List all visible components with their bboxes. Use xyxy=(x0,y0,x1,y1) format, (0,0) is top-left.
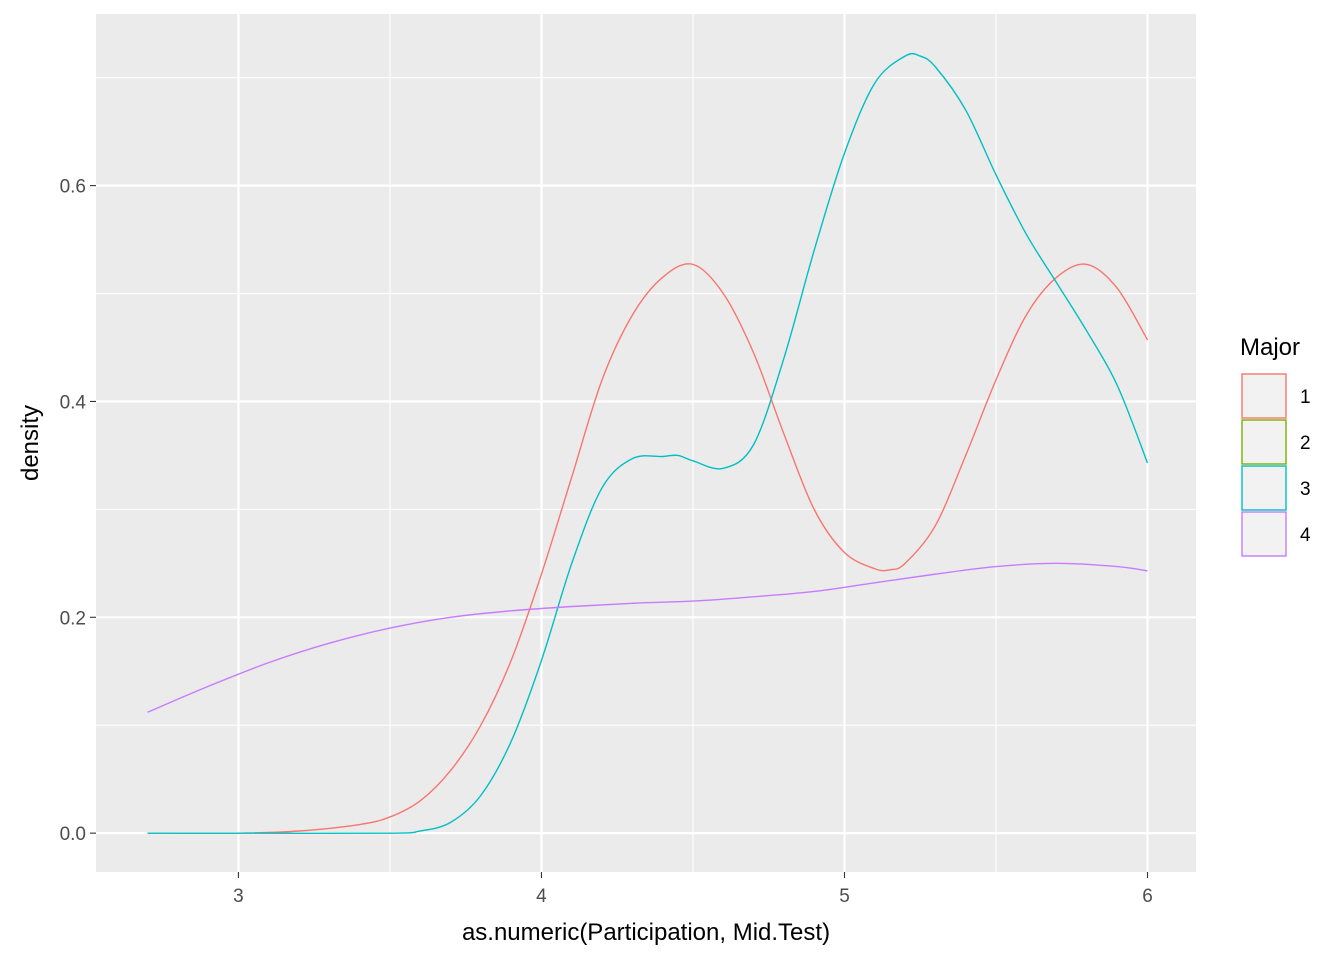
y-tick-label: 0.6 xyxy=(60,177,86,198)
y-tick-label: 0.2 xyxy=(60,608,86,629)
x-tick-label: 6 xyxy=(1142,886,1153,907)
density-line-major-4 xyxy=(147,562,1148,713)
x-axis-ticks: 3 4 5 6 xyxy=(233,872,1153,907)
legend-key-4 xyxy=(1241,511,1287,557)
plot-panel xyxy=(96,14,1196,872)
density-line-major-1 xyxy=(147,263,1149,835)
y-axis-ticks: 0.0 0.2 0.4 0.6 xyxy=(60,177,96,845)
legend-label-1: 1 xyxy=(1300,387,1311,408)
x-tick-label: 5 xyxy=(839,886,850,907)
x-tick-label: 3 xyxy=(233,886,244,907)
legend-label-3: 3 xyxy=(1300,479,1311,500)
legend-key-2 xyxy=(1241,419,1287,465)
legend-key-1 xyxy=(1241,373,1287,419)
x-axis-title: as.numeric(Participation, Mid.Test) xyxy=(462,919,830,946)
legend-title: Major xyxy=(1240,334,1300,361)
density-lines xyxy=(147,52,1149,835)
legend-label-2: 2 xyxy=(1300,433,1311,454)
minor-gridlines xyxy=(96,14,1196,872)
density-line-major-3 xyxy=(147,52,1149,835)
y-tick-label: 0.4 xyxy=(60,392,87,413)
legend-label-4: 4 xyxy=(1300,525,1311,546)
y-axis-title: density xyxy=(17,405,44,481)
legend-key-3 xyxy=(1241,465,1287,511)
y-tick-label: 0.0 xyxy=(60,824,86,845)
legend: Major 1 2 3 4 xyxy=(1240,334,1311,557)
x-tick-label: 4 xyxy=(536,886,547,907)
